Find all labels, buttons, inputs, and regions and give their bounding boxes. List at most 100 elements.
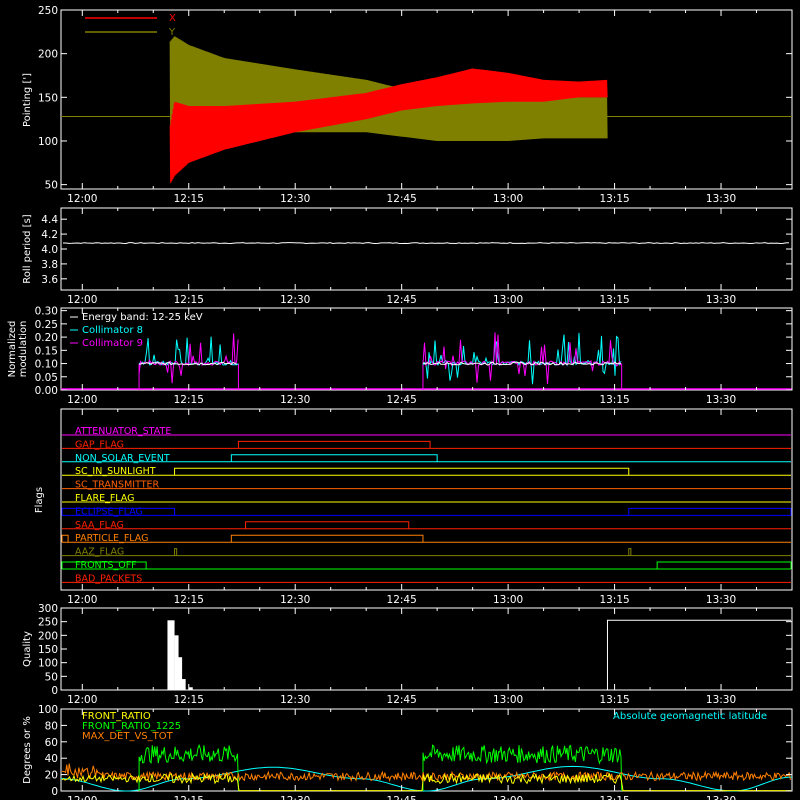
y-tick-label: 150 — [38, 644, 58, 656]
legend-collimator-8: Collimator 8 — [82, 325, 143, 336]
x-tick-label: 12:45 — [387, 294, 417, 306]
modulation-legend: Energy band: 12-25 keV Collimator 8 Coll… — [70, 312, 203, 349]
ratios-data — [60, 743, 793, 792]
y-tick-label: 0.05 — [35, 372, 58, 384]
y-tick-label: 0.25 — [35, 319, 58, 331]
x-tick-label: 12:00 — [67, 795, 97, 800]
legend-front-ratio: FRONT_RATIO — [82, 711, 151, 722]
flag-on-particle-flag — [230, 534, 424, 543]
flag-on-saa-flag — [245, 521, 410, 529]
x-tick-label: 13:00 — [493, 294, 523, 306]
panel-roll-period: 12:00 12:15 12:30 12:45 13:00 13:15 13:30 3.6 3.… — [22, 207, 793, 306]
x-tick-label: 12:30 — [280, 795, 310, 800]
legend-collimator-9: Collimator 9 — [82, 338, 143, 349]
roll-data — [62, 242, 790, 244]
x-tick-label: 12:30 — [280, 594, 310, 606]
x-tick-label: 13:00 — [493, 594, 523, 606]
legend-front-ratio-1225: FRONT_RATIO_1225 — [82, 721, 181, 732]
x-tick-label: 13:00 — [493, 394, 523, 406]
x-tick-label: 12:45 — [387, 394, 417, 406]
flag-on-fronts-off — [61, 561, 147, 569]
flags-ylabel: Flags — [34, 487, 45, 513]
x-tick-label: 12:30 — [280, 394, 310, 406]
legend-energy-band: Energy band: 12-25 keV — [82, 312, 203, 323]
flag-on-gap-flag — [237, 440, 431, 449]
y-tick-label: 4.2 — [41, 229, 58, 241]
pointing-legend: X Y — [85, 13, 176, 38]
x-tick-label: 12:45 — [387, 594, 417, 606]
quality-decay-bar — [188, 687, 193, 690]
panel-ratios: 12:00 12:15 12:30 12:45 13:00 13:15 13:30 0 20 40… — [22, 704, 793, 800]
y-tick-label: 4.0 — [41, 244, 58, 256]
quality-axes: 12:00 12:15 12:30 12:45 13:00 13:15 13:30 0 5010… — [38, 603, 793, 706]
y-tick-label: 20 — [45, 770, 58, 782]
quality-data — [167, 619, 791, 690]
x-tick-label: 12:15 — [174, 193, 204, 205]
ratios-axes: 12:00 12:15 12:30 12:45 13:00 13:15 13:30 0 20 40… — [38, 704, 793, 800]
flag-label-particle-flag: PARTICLE_FLAG — [75, 533, 148, 544]
flag-label-gap-flag: GAP_FLAG — [75, 439, 124, 450]
legend-geomagnetic-latitude: Absolute geomagnetic latitude — [613, 711, 767, 722]
y-tick-label: 0 — [51, 685, 58, 697]
energy-band-series — [422, 361, 622, 366]
flag-on-fronts-off — [656, 561, 792, 569]
legend-y-label: Y — [168, 27, 176, 38]
flag-label-bad-packets: BAD_PACKETS — [75, 573, 142, 584]
x-tick-label: 12:15 — [174, 294, 204, 306]
energy-band-series — [139, 361, 238, 366]
x-tick-label: 12:30 — [280, 294, 310, 306]
y-tick-label: 100 — [38, 704, 58, 716]
quality-decay-bar — [174, 635, 179, 690]
x-tick-label: 13:15 — [599, 394, 629, 406]
y-tick-label: 3.6 — [41, 274, 58, 286]
quality-ylabel: Quality — [22, 631, 33, 667]
flag-label-saa-flag: SAA_FLAG — [75, 520, 124, 531]
x-tick-label: 13:30 — [706, 694, 736, 706]
y-tick-label: 4.4 — [41, 214, 58, 226]
ratios-ylabel: Degrees or % — [22, 716, 33, 784]
flags-frame — [60, 408, 793, 591]
panel-modulation: 12:00 12:15 12:30 12:45 13:00 13:15 13:300.000… — [7, 306, 793, 406]
y-tick-label: 250 — [38, 5, 58, 17]
x-tick-label: 13:00 — [493, 694, 523, 706]
y-tick-label: 0 — [51, 786, 58, 798]
modulation-frame — [60, 307, 793, 391]
quality-decay-bar — [178, 657, 183, 690]
x-tick-label: 12:45 — [387, 694, 417, 706]
flag-label-attenuator-state: ATTENUATOR_STATE — [75, 426, 171, 437]
flag-label-non-solar-event: NON_SOLAR_EVENT — [75, 453, 170, 464]
flag-on-particle-flag — [61, 534, 69, 543]
flag-on-sc-in-sunlight — [174, 467, 630, 476]
x-tick-label: 13:30 — [706, 795, 736, 800]
y-tick-label: 0.15 — [35, 345, 58, 357]
y-tick-label: 250 — [38, 617, 58, 629]
panel-flags: ATTENUATOR_STATE GAP_FLAG NON_SOLAR_EVENT S… — [34, 408, 793, 606]
flag-label-eclipse-flag: ECLIPSE_FLAG — [75, 506, 143, 517]
x-tick-label: 13:15 — [599, 294, 629, 306]
flag-label-flare-flag: FLARE_FLAG — [75, 493, 135, 504]
flags-data: ATTENUATOR_STATE GAP_FLAG NON_SOLAR_EVENT S… — [61, 426, 792, 584]
x-tick-label: 13:00 — [493, 193, 523, 205]
pointing-frame — [60, 9, 793, 190]
x-tick-label: 12:30 — [280, 694, 310, 706]
x-tick-label: 12:15 — [174, 694, 204, 706]
y-tick-label: 0.30 — [35, 306, 58, 318]
y-tick-label: 50 — [45, 180, 58, 192]
x-tick-label: 13:30 — [706, 294, 736, 306]
x-tick-label: 12:00 — [67, 193, 97, 205]
pointing-ylabel: Pointing ['] — [22, 73, 33, 127]
collimator-9-series — [138, 333, 239, 384]
panel-pointing: 12:00 12:15 12:30 12:45 13:00 13:15 13:30 50 100… — [22, 5, 793, 205]
modulation-axes: 12:00 12:15 12:30 12:45 13:00 13:15 13:300.000… — [35, 306, 793, 406]
y-tick-label: 200 — [38, 49, 58, 61]
flag-on-eclipse-flag — [628, 507, 792, 516]
panel-quality: 12:00 12:15 12:30 12:45 13:00 13:15 13:30 0 5010… — [22, 603, 793, 706]
pointing-axes: 12:00 12:15 12:30 12:45 13:00 13:15 13:30 50 100… — [38, 5, 793, 205]
x-tick-label: 12:15 — [174, 594, 204, 606]
x-tick-label: 13:15 — [599, 193, 629, 205]
y-tick-label: 0.00 — [35, 385, 58, 397]
flag-label-fronts-off: FRONTS_OFF — [75, 560, 137, 571]
modulation-data — [61, 332, 792, 390]
x-tick-label: 13:30 — [706, 594, 736, 606]
